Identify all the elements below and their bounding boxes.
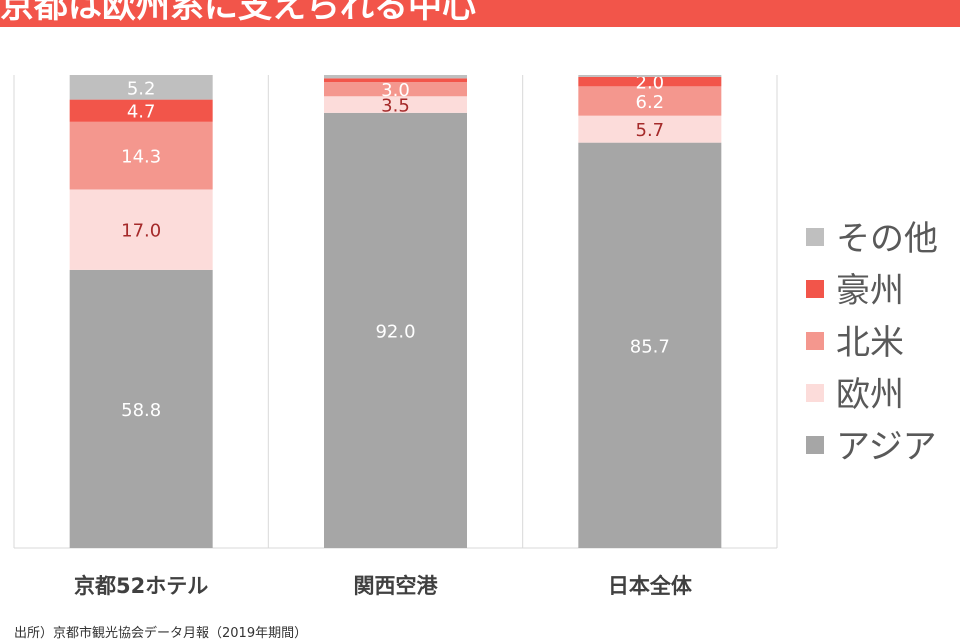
bar-segment xyxy=(69,99,213,122)
data-label: 6.2 xyxy=(636,92,665,113)
bar-segment xyxy=(69,269,213,548)
category-label: 京都52ホテル xyxy=(74,574,208,598)
data-label: 5.7 xyxy=(636,120,665,141)
bar-segment xyxy=(578,76,722,87)
bar-segment xyxy=(578,142,722,548)
bar-segment xyxy=(324,112,467,548)
data-label: 14.3 xyxy=(121,147,161,168)
title-banner: 京都は欧州系に支えられる中心 xyxy=(0,0,960,27)
legend-swatch xyxy=(806,280,824,298)
legend-swatch xyxy=(806,332,824,350)
category-label: 日本全体 xyxy=(608,574,693,598)
bar-segment xyxy=(69,121,213,190)
legend-swatch xyxy=(806,436,824,454)
bar-segment xyxy=(578,75,722,77)
category-label: 関西空港 xyxy=(354,574,439,598)
data-label: 5.2 xyxy=(127,78,156,99)
legend-label: その他 xyxy=(836,219,938,259)
bar-segment xyxy=(69,75,213,100)
data-label: 2.0 xyxy=(636,73,665,94)
data-label: 3.0 xyxy=(381,80,410,101)
legend-label: アジア xyxy=(836,427,937,467)
data-label: 85.7 xyxy=(630,336,670,357)
bar-segment xyxy=(324,82,467,97)
data-label: 4.7 xyxy=(127,102,156,123)
bar-segment xyxy=(578,115,722,143)
data-label: 92.0 xyxy=(375,321,415,342)
legend-label: 北米 xyxy=(836,323,904,363)
legend-swatch xyxy=(806,384,824,402)
bar-segment xyxy=(578,86,722,116)
page-title: 京都は欧州系に支えられる中心 xyxy=(0,0,476,26)
legend-swatch xyxy=(806,228,824,246)
legend-label: 欧州 xyxy=(836,375,904,415)
data-label: 3.5 xyxy=(381,96,410,117)
bar-segment xyxy=(324,96,467,113)
data-label: 17.0 xyxy=(121,221,161,242)
data-label: 58.8 xyxy=(121,400,161,421)
bar-segment xyxy=(324,78,467,83)
bar-segment xyxy=(324,75,467,79)
source-footnote: 出所）京都市観光協会データ月報（2019年期間） xyxy=(14,626,308,641)
bar-segment xyxy=(69,189,213,270)
legend-label: 豪州 xyxy=(836,271,904,311)
